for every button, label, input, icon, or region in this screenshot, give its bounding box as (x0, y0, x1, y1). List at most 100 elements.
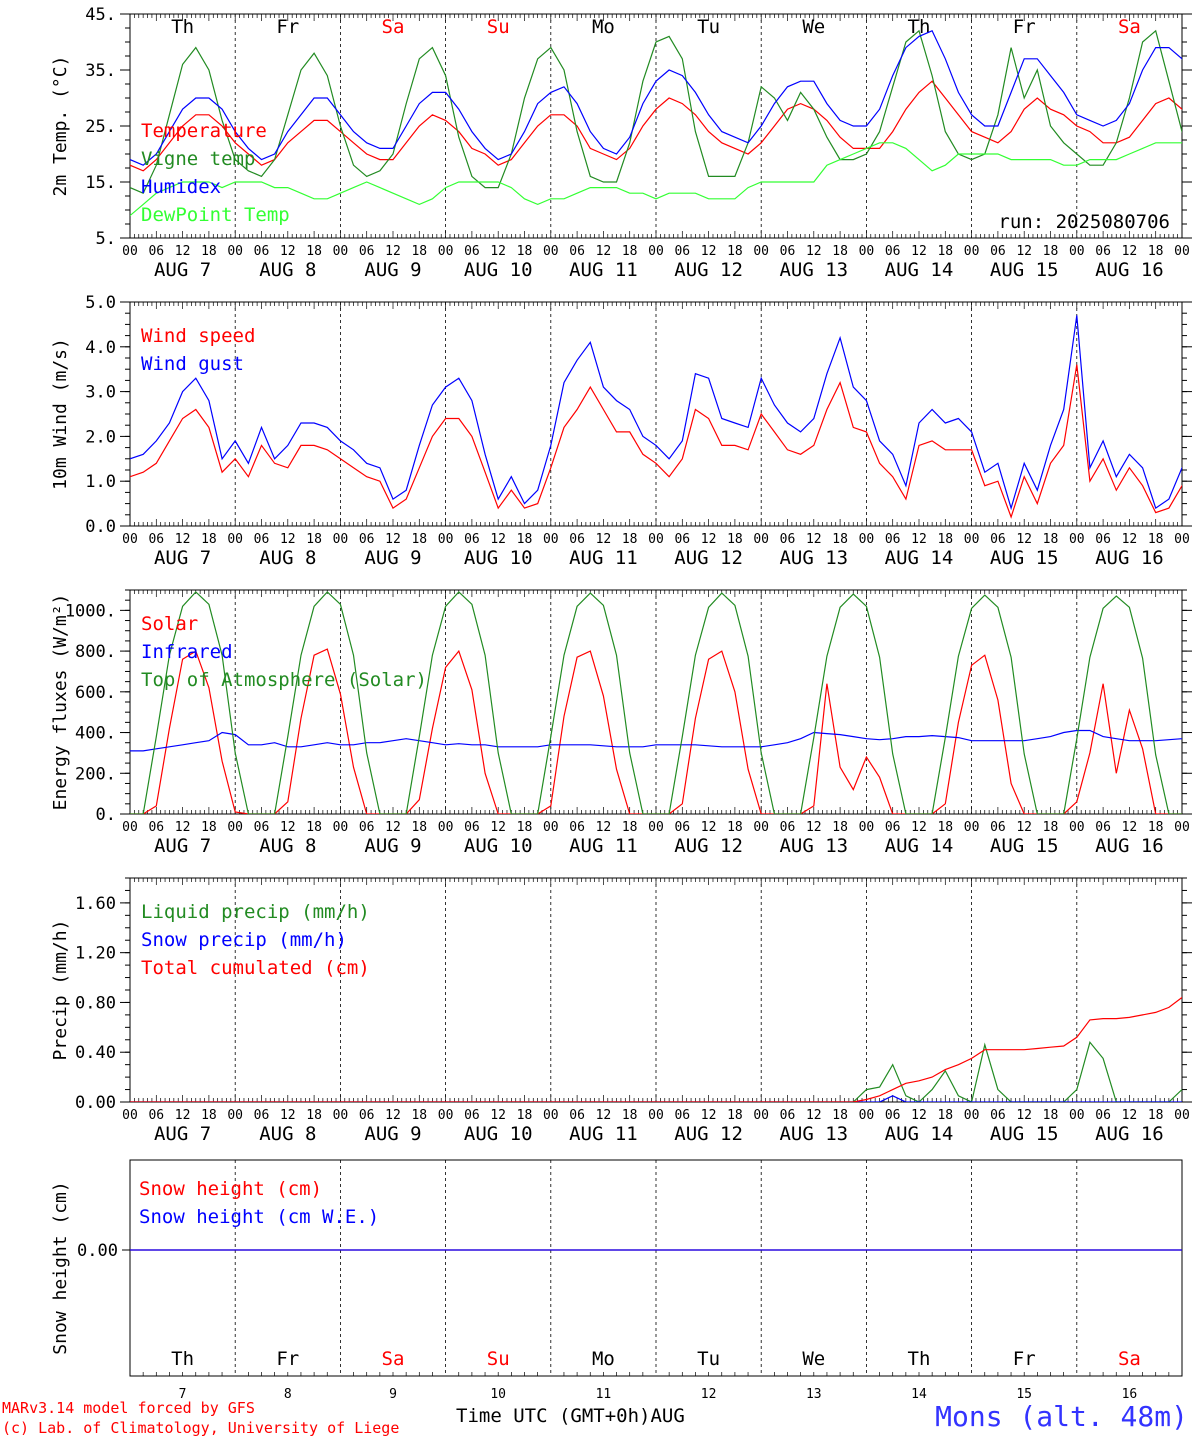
x-day-label: AUG 9 (364, 259, 421, 281)
x-hour-label: 00 (333, 1108, 349, 1123)
x-hour-label: 00 (227, 532, 243, 547)
weekday-label: Sa (382, 1348, 405, 1370)
x-day-label: AUG 12 (674, 1123, 743, 1145)
x-day-label: AUG 13 (779, 547, 848, 569)
x-hour-label: 00 (543, 532, 559, 547)
x-hour-label: 18 (1043, 532, 1059, 547)
x-hour-label: 12 (175, 532, 191, 547)
station-name: Mons (alt. 48m) (935, 1400, 1188, 1433)
panel-1: 5. 15. 25. 35. 45. 2m Temp. (°C) 00 06 12 18 00 06 1… (50, 5, 1192, 281)
weekday-label: Fr (1013, 16, 1036, 38)
y-tick-label: 2.0 (85, 427, 116, 447)
x-day-label: AUG 15 (990, 259, 1059, 281)
y-tick-label: 35. (85, 61, 116, 81)
x-hour-label: 06 (990, 1108, 1006, 1123)
legend-entry: Top of Atmosphere (Solar) (141, 669, 427, 691)
series-line-temperature (130, 80, 1182, 172)
x-hour-label: 12 (280, 1108, 296, 1123)
x-day-label: AUG 7 (154, 835, 211, 857)
lab-credit: (c) Lab. of Climatology, University of L… (2, 1419, 400, 1437)
x-hour-label: 18 (622, 532, 638, 547)
x-hour-label: 12 (596, 820, 612, 835)
y-tick-label: 0. (96, 805, 116, 825)
y-tick-label: 1000. (65, 601, 116, 621)
weekday-label: Fr (1013, 1348, 1036, 1370)
run-label: run: 2025080706 (998, 211, 1170, 233)
x-hour-label: 12 (385, 820, 401, 835)
x-hour-label: 12 (1016, 820, 1032, 835)
x-hour-label: 06 (148, 820, 164, 835)
x-day-label: AUG 14 (885, 547, 954, 569)
y-tick-label: 0.40 (75, 1043, 116, 1063)
x-day-label: AUG 13 (779, 835, 848, 857)
x-hour-label: 12 (490, 244, 506, 259)
y-tick-label: 0.00 (75, 1093, 116, 1113)
x-day-label: AUG 11 (569, 835, 638, 857)
x-day-label: AUG 8 (259, 547, 316, 569)
x-hour-label: 00 (543, 1108, 559, 1123)
x-hour-label: 00 (438, 1108, 454, 1123)
x-hour-label: 18 (727, 244, 743, 259)
x-hour-label: 00 (859, 532, 875, 547)
x-hour-label: 12 (280, 532, 296, 547)
legend-entry: Temperature (141, 120, 267, 142)
x-hour-label: 06 (254, 244, 270, 259)
plot-frame (129, 589, 1183, 815)
x-hour-label: 12 (701, 244, 717, 259)
x-hour-label: 12 (1122, 820, 1138, 835)
x-hour-label: 12 (806, 1108, 822, 1123)
x-hour-label: 00 (1174, 244, 1190, 259)
x-hour-label: 18 (306, 532, 322, 547)
x-day-label: AUG 15 (990, 547, 1059, 569)
legend-entry: Snow precip (mm/h) (141, 929, 347, 951)
y-tick-label: 0.80 (75, 993, 116, 1013)
x-hour-label: 12 (175, 820, 191, 835)
x-hour-label: 12 (911, 532, 927, 547)
x-hour-label: 00 (438, 532, 454, 547)
series-line-dewpoint-temp (130, 142, 1182, 217)
legend-entry: Total cumulated (cm) (141, 957, 370, 979)
x-hour-label: 18 (201, 532, 217, 547)
x-day-label: AUG 8 (259, 835, 316, 857)
x-hour-label: 18 (201, 820, 217, 835)
series-line-snow-precip-mm-h- (130, 1095, 1182, 1102)
y-tick-label: 3.0 (85, 383, 116, 403)
x-hour-label: 00 (753, 820, 769, 835)
x-day-label: AUG 12 (674, 259, 743, 281)
x-day-label: AUG 15 (990, 1123, 1059, 1145)
x-day-label: AUG 15 (990, 835, 1059, 857)
panel-2: 0.0 1.0 2.0 3.0 4.0 5.0 10m Wind (m/s) 00 06 12 18… (50, 293, 1192, 569)
x-hour-label: 06 (674, 244, 690, 259)
x-hour-label: 06 (780, 1108, 796, 1123)
x-day-label: AUG 16 (1095, 547, 1164, 569)
x-hour-label: 12 (385, 532, 401, 547)
x-hour-label: 18 (1148, 244, 1164, 259)
x-day-label: AUG 12 (674, 835, 743, 857)
x-day-label: AUG 16 (1095, 259, 1164, 281)
x-hour-label: 12 (385, 244, 401, 259)
x-hour-label: 18 (306, 1108, 322, 1123)
x-day-number: 14 (911, 1387, 927, 1402)
y-axis-label: 10m Wind (m/s) (50, 338, 71, 490)
x-hour-label: 18 (832, 532, 848, 547)
x-hour-label: 06 (1095, 1108, 1111, 1123)
x-hour-label: 06 (674, 532, 690, 547)
x-day-label: AUG 14 (885, 259, 954, 281)
x-hour-label: 00 (964, 532, 980, 547)
x-hour-label: 18 (517, 1108, 533, 1123)
x-hour-label: 12 (1016, 1108, 1032, 1123)
legend-entry: Solar (141, 613, 198, 635)
x-hour-label: 12 (596, 244, 612, 259)
x-day-number: 11 (596, 1387, 612, 1402)
x-hour-label: 00 (543, 244, 559, 259)
y-tick-label: 0.00 (77, 1241, 118, 1261)
x-hour-label: 00 (753, 1108, 769, 1123)
x-hour-label: 18 (937, 1108, 953, 1123)
x-hour-label: 12 (1122, 244, 1138, 259)
legend-entry: DewPoint Temp (141, 204, 290, 226)
x-hour-label: 00 (122, 244, 138, 259)
x-hour-label: 12 (1016, 244, 1032, 259)
y-tick-label: 45. (85, 5, 116, 25)
x-day-number: 13 (806, 1387, 822, 1402)
